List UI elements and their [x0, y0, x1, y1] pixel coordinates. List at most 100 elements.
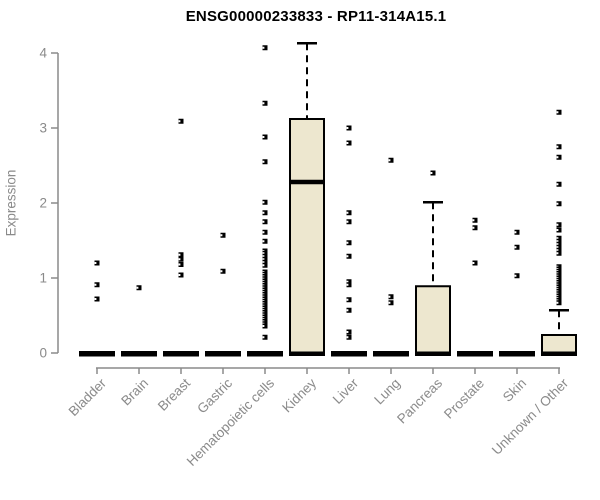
outlier-point	[346, 210, 352, 216]
y-tick-label: 0	[39, 346, 47, 361]
outlier-point	[556, 238, 562, 244]
x-category-label: Gastric	[194, 375, 235, 416]
zero-bar	[205, 351, 241, 357]
y-tick-label: 4	[39, 46, 47, 61]
zero-bar	[331, 351, 367, 357]
outlier-point	[514, 229, 520, 235]
outlier-point	[178, 118, 184, 124]
outlier-point	[262, 259, 268, 265]
outlier-point	[556, 241, 562, 247]
outlier-point	[346, 329, 352, 335]
x-category-label: Bladder	[66, 375, 110, 419]
outlier-point	[262, 323, 268, 329]
outlier-point	[388, 294, 394, 300]
x-category-label: Lung	[371, 376, 403, 408]
outlier-point	[262, 134, 268, 140]
zero-bar	[163, 351, 199, 357]
outlier-point	[472, 225, 478, 231]
x-category-label: Prostate	[441, 376, 487, 422]
outlier-point	[556, 201, 562, 207]
outlier-point	[262, 238, 268, 244]
outlier-point	[262, 262, 268, 268]
outlier-point	[94, 282, 100, 288]
outlier-point	[262, 210, 268, 216]
y-axis-title: Expression	[3, 169, 19, 237]
x-category-label: Pancreas	[394, 375, 445, 426]
x-category-label: Breast	[155, 375, 193, 413]
outlier-point	[346, 240, 352, 246]
box-group-gastric	[205, 232, 241, 357]
outlier-point	[262, 199, 268, 205]
outlier-point	[262, 253, 268, 259]
x-category-label: Brain	[118, 376, 151, 409]
outlier-point	[178, 262, 184, 267]
box-group-kidney	[289, 42, 325, 356]
outlier-point	[346, 253, 352, 259]
outlier-point	[346, 279, 352, 285]
box-group-bladder	[79, 260, 115, 357]
box-group-lung	[373, 157, 409, 357]
box-lower-edge	[415, 351, 451, 356]
zero-bar	[247, 351, 283, 357]
box	[415, 285, 451, 354]
outlier-point	[94, 296, 100, 302]
chart-title: ENSG00000233833 - RP11-314A15.1	[185, 8, 447, 25]
outlier-point	[556, 181, 562, 187]
outlier-point	[94, 260, 100, 266]
outlier-point	[346, 219, 352, 225]
box-lower-edge	[289, 351, 325, 356]
outlier-point	[556, 235, 562, 241]
outlier-point	[262, 250, 268, 256]
box-group-breast	[163, 118, 199, 357]
outlier-point	[220, 268, 226, 274]
x-category-label: Liver	[330, 375, 362, 407]
zero-bar	[499, 351, 535, 357]
outlier-point	[262, 100, 268, 106]
zero-bar	[79, 351, 115, 357]
outlier-point	[220, 232, 226, 238]
zero-bar	[373, 351, 409, 357]
outlier-point	[262, 229, 268, 235]
outlier-point	[346, 140, 352, 146]
zero-bar	[457, 351, 493, 357]
x-category-label: Kidney	[279, 375, 319, 415]
outlier-point	[556, 244, 562, 250]
box	[289, 118, 325, 354]
y-tick-label: 3	[39, 121, 47, 136]
x-category-label: Unknown / Other	[489, 375, 572, 458]
zero-bar	[121, 351, 157, 357]
y-tick-label: 1	[39, 271, 47, 286]
outlier-point	[346, 297, 352, 303]
outlier-point	[262, 256, 268, 262]
outlier-point	[388, 300, 394, 306]
box-group-skin	[499, 229, 535, 357]
outlier-point	[346, 307, 352, 313]
x-category-label: Skin	[500, 376, 529, 405]
outlier-point	[556, 109, 562, 115]
outlier-point	[556, 154, 562, 160]
outlier-point	[556, 144, 562, 150]
outlier-point	[556, 247, 562, 253]
outlier-point	[346, 334, 352, 340]
box-group-prostate	[457, 217, 493, 357]
box-group-hematopoietic-cells	[247, 45, 283, 357]
outlier-point	[262, 159, 268, 165]
box-group-pancreas	[415, 170, 451, 356]
outlier-point	[514, 244, 520, 250]
outlier-point	[262, 45, 268, 51]
outlier-point	[262, 334, 268, 340]
outlier-point	[472, 217, 478, 223]
outlier-point	[556, 227, 562, 233]
box-group-liver	[331, 125, 367, 357]
outlier-point	[136, 285, 142, 291]
box	[541, 334, 577, 354]
y-tick-label: 2	[39, 196, 47, 211]
outlier-point	[346, 282, 352, 288]
outlier-point	[556, 300, 562, 306]
median-line	[289, 179, 325, 185]
box-group-unknown-other	[541, 109, 577, 356]
outlier-point	[514, 273, 520, 279]
box-group-brain	[121, 285, 157, 357]
